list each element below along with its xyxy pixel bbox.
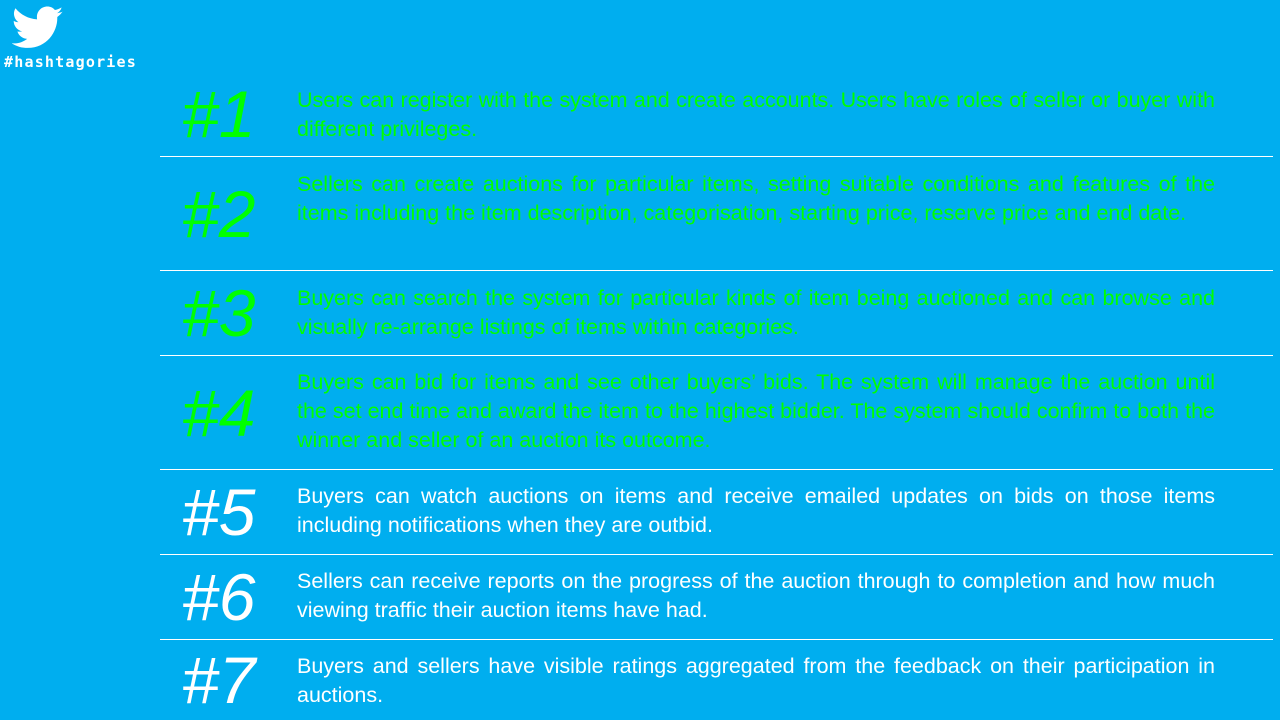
requirement-number: #3 bbox=[182, 276, 256, 350]
requirement-text: Users can register with the system and c… bbox=[297, 88, 1215, 141]
requirement-row: #1 Users can register with the system an… bbox=[160, 72, 1273, 157]
requirement-number: #5 bbox=[182, 475, 256, 549]
requirement-row: #5 Buyers can watch auctions on items an… bbox=[160, 470, 1273, 555]
requirement-number: #1 bbox=[182, 77, 256, 151]
requirement-text: Sellers can receive reports on the progr… bbox=[297, 569, 1215, 622]
requirements-list: #1 Users can register with the system an… bbox=[160, 72, 1273, 719]
requirement-text: Buyers can watch auctions on items and r… bbox=[297, 484, 1215, 537]
requirement-row: #6 Sellers can receive reports on the pr… bbox=[160, 555, 1273, 640]
requirement-number: #6 bbox=[182, 560, 256, 634]
requirement-text: Buyers can search the system for particu… bbox=[297, 286, 1215, 339]
hashtagories-logo: #hashtagories bbox=[4, 6, 168, 70]
logo-text: #hashtagories bbox=[4, 53, 137, 71]
twitter-bird-icon bbox=[12, 6, 64, 48]
requirement-number: #7 bbox=[182, 642, 256, 717]
requirement-number: #2 bbox=[182, 176, 256, 251]
requirement-row: #2 Sellers can create auctions for parti… bbox=[160, 157, 1273, 271]
requirement-text: Sellers can create auctions for particul… bbox=[297, 172, 1215, 225]
requirement-text: Buyers can bid for items and see other b… bbox=[297, 370, 1215, 452]
requirement-row: #4 Buyers can bid for items and see othe… bbox=[160, 356, 1273, 470]
requirement-number: #4 bbox=[182, 375, 256, 450]
requirement-row: #7 Buyers and sellers have visible ratin… bbox=[160, 640, 1273, 719]
requirement-row: #3 Buyers can search the system for part… bbox=[160, 271, 1273, 356]
requirement-text: Buyers and sellers have visible ratings … bbox=[297, 654, 1215, 707]
